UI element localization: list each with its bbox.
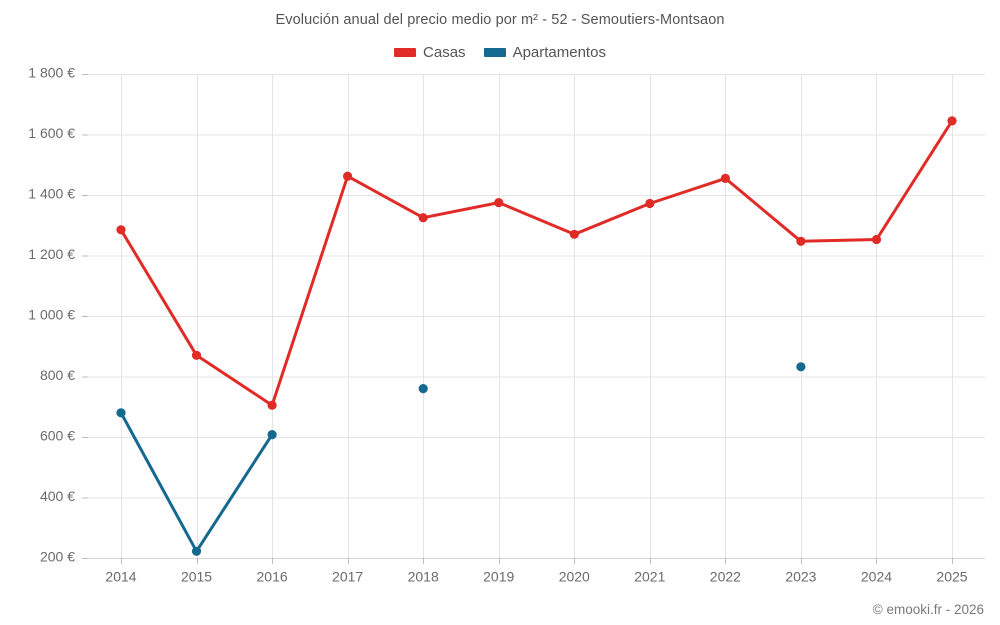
chart-title: Evolución anual del precio medio por m² …	[275, 12, 725, 28]
y-axis-ticks: 200 € 400 € 600 € 800 € 1 000 € 1 200 € 1 400 …	[28, 65, 88, 565]
data-series	[116, 116, 957, 556]
data-point-casas-2014[interactable]	[116, 225, 126, 235]
data-point-casas-2019[interactable]	[494, 198, 504, 208]
legend-item-casas[interactable]: Casas	[394, 44, 466, 61]
x-axis-tick-label: 2024	[861, 568, 892, 584]
x-axis: 2014 2015 2016 2017 2018 2019 2020 2021 2022 2023…	[88, 558, 985, 584]
data-point-apartamentos-2018[interactable]	[418, 384, 428, 394]
y-axis-tick-label: 1 000 €	[28, 307, 75, 323]
legend-label-apartamentos: Apartamentos	[512, 44, 606, 61]
y-axis-tick-label: 600 €	[40, 428, 75, 444]
data-point-casas-2025[interactable]	[947, 116, 957, 126]
chart-legend: Casas Apartamentos	[0, 44, 1000, 61]
series-line-casas	[119, 119, 954, 407]
data-point-casas-2020[interactable]	[569, 229, 579, 239]
legend-swatch-casas	[394, 48, 417, 57]
x-axis-tick-label: 2017	[332, 568, 363, 584]
legend-item-apartamentos[interactable]: Apartamentos	[483, 44, 606, 61]
x-axis-tick-label: 2019	[483, 568, 514, 584]
footer-credit: © emooki.fr - 2026	[872, 602, 984, 617]
data-point-casas-2021[interactable]	[645, 198, 655, 209]
data-point-casas-2023[interactable]	[796, 236, 806, 246]
y-axis-tick-label: 1 600 €	[28, 125, 75, 141]
data-point-casas-2018[interactable]	[418, 213, 428, 223]
y-axis-tick-label: 1 800 €	[28, 65, 75, 81]
legend-swatch-apartamentos	[483, 48, 506, 57]
x-axis-tick-label: 2025	[936, 568, 967, 584]
y-axis-tick-label: 800 €	[40, 367, 75, 383]
x-axis-tick-label: 2022	[710, 568, 741, 584]
x-axis-tick-label: 2014	[105, 568, 136, 584]
data-point-casas-2017[interactable]	[343, 171, 353, 181]
data-point-apartamentos-2014[interactable]	[116, 408, 126, 418]
data-point-casas-2015[interactable]	[191, 350, 202, 360]
x-axis-tick-label: 2015	[181, 568, 212, 584]
x-axis-tick-label: 2023	[785, 568, 816, 584]
gridlines	[88, 74, 985, 559]
data-point-casas-2022[interactable]	[720, 173, 731, 183]
series-line-apartamentos	[119, 411, 274, 553]
data-point-apartamentos-2016[interactable]	[267, 430, 277, 440]
y-axis-tick-label: 400 €	[40, 488, 75, 504]
y-axis-tick-label: 1 200 €	[28, 246, 75, 262]
data-point-apartamentos-2023[interactable]	[796, 362, 806, 372]
x-axis-tick-label: 2018	[408, 568, 439, 584]
legend-label-casas: Casas	[423, 44, 466, 61]
y-axis-tick-label: 200 €	[40, 549, 75, 565]
data-point-casas-2016[interactable]	[267, 400, 277, 410]
x-axis-tick-label: 2021	[634, 568, 665, 584]
x-axis-tick-label: 2020	[559, 568, 590, 584]
data-point-apartamentos-2015[interactable]	[191, 546, 202, 556]
data-point-casas-2024[interactable]	[871, 234, 882, 245]
y-axis-tick-label: 1 400 €	[28, 186, 75, 202]
x-axis-tick-label: 2016	[257, 568, 288, 584]
